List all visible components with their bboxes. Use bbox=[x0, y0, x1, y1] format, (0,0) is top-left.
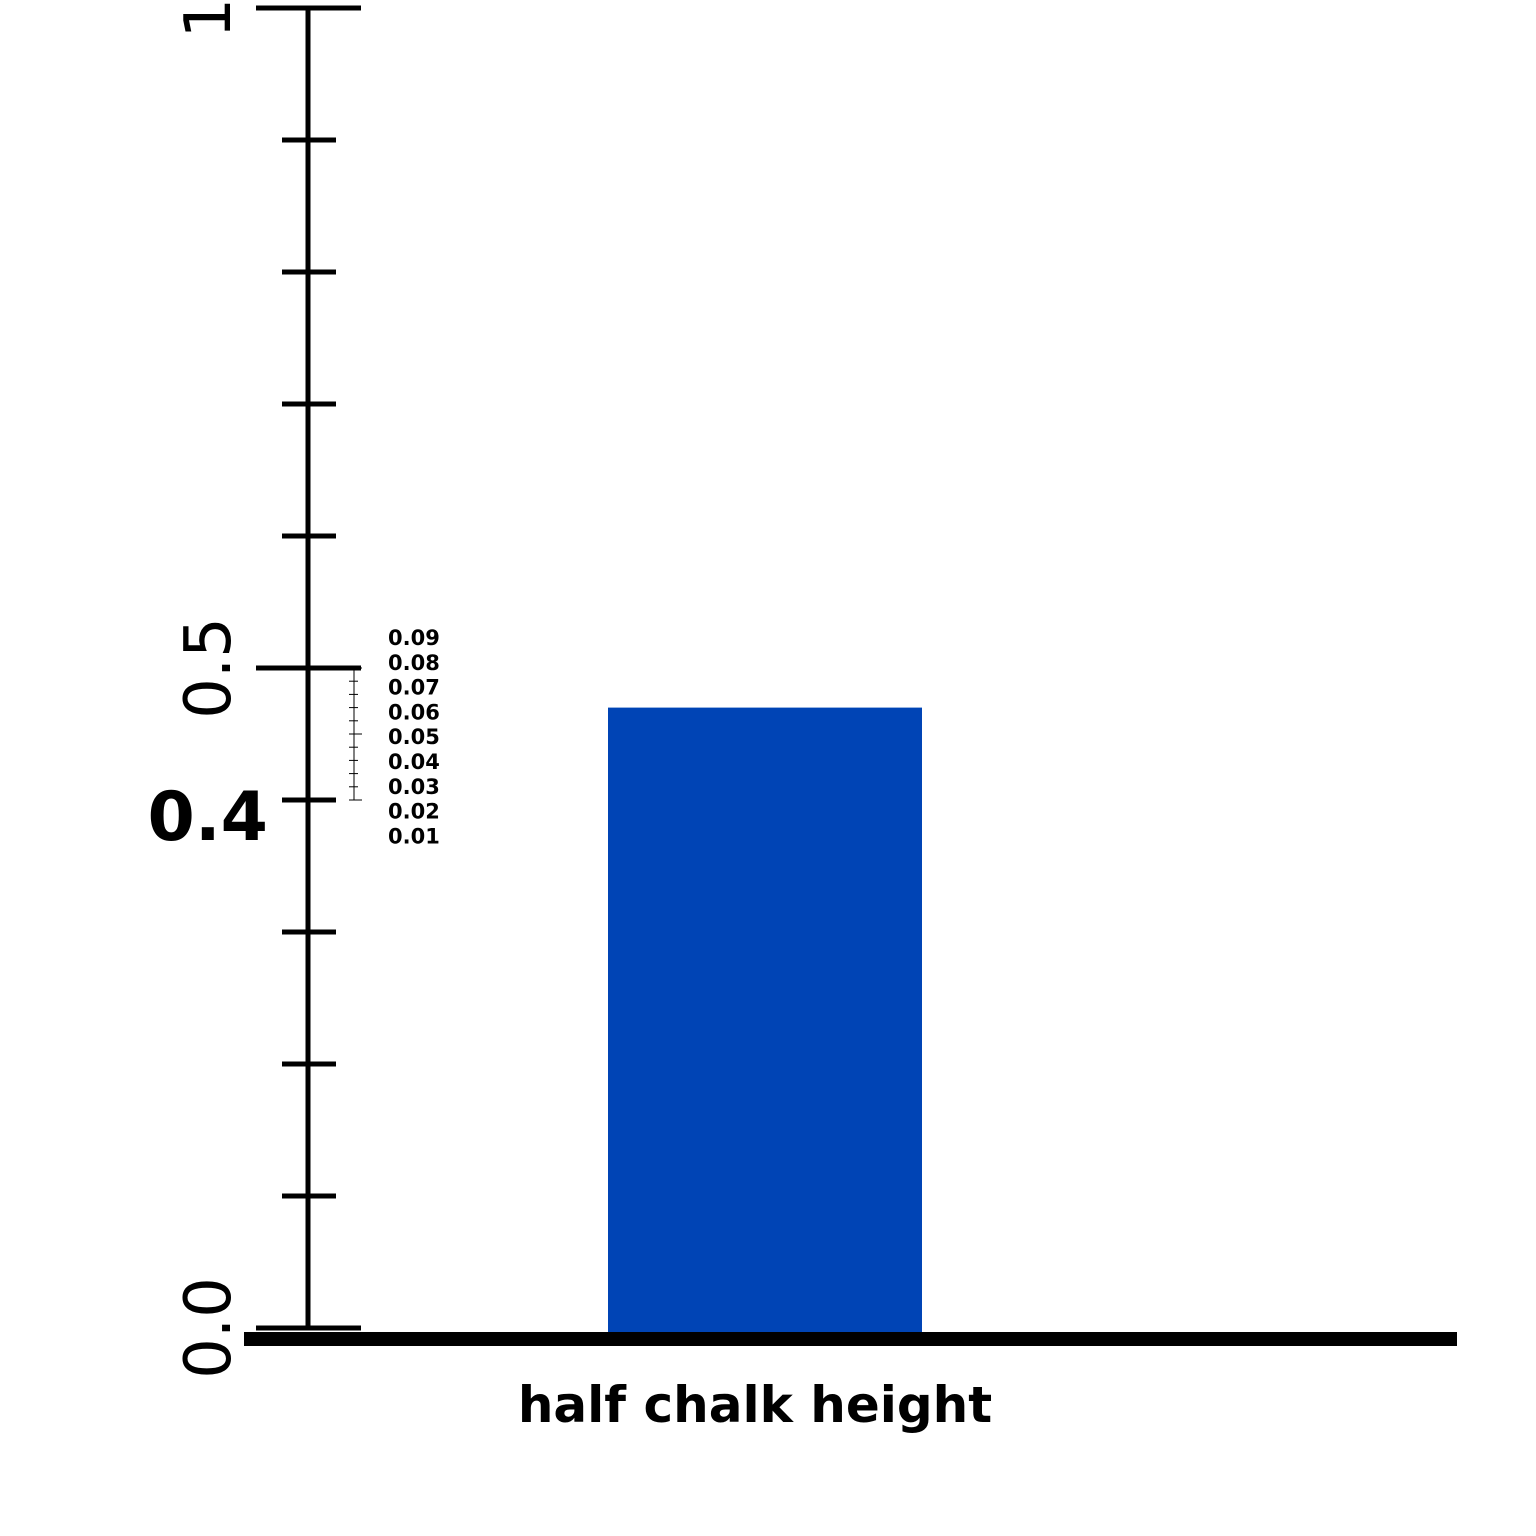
category-label: half chalk height bbox=[518, 1376, 992, 1434]
y-highlight-label: 0.4 bbox=[148, 778, 268, 857]
mini-scale-label: 0.08 bbox=[388, 651, 440, 675]
mini-scale-label: 0.07 bbox=[388, 676, 440, 700]
mini-scale-label: 0.01 bbox=[388, 824, 440, 848]
mini-scale-label: 0.09 bbox=[388, 626, 440, 650]
x-axis-line bbox=[244, 1332, 1457, 1346]
mini-scale-label: 0.05 bbox=[388, 725, 440, 749]
plot-area: half chalk height 0.0 0.5 1. 0.4 0.090.080.07… bbox=[148, 0, 1457, 1434]
mini-scale-label: 0.02 bbox=[388, 800, 440, 824]
y-tick-label: 0.5 bbox=[172, 617, 246, 719]
mini-scale-label: 0.06 bbox=[388, 700, 440, 724]
mini-scale-label: 0.03 bbox=[388, 775, 440, 799]
y-tick-label: 1. bbox=[172, 0, 246, 39]
y-tick-label: 0.0 bbox=[172, 1277, 246, 1379]
bar bbox=[608, 707, 922, 1333]
mini-scale-label: 0.04 bbox=[388, 750, 440, 774]
